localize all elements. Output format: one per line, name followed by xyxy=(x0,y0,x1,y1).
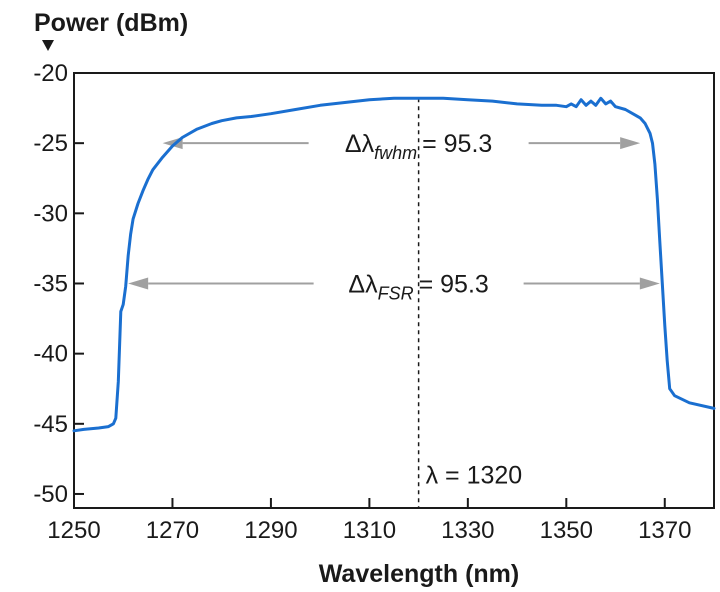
fsr-label: ΔλFSR = 95.3 xyxy=(348,270,488,303)
y-tick-label: -30 xyxy=(33,200,68,227)
x-tick-label: 1270 xyxy=(146,517,199,544)
fsr-prefix: Δλ xyxy=(348,270,378,298)
fwhm-subscript: fwhm xyxy=(374,143,417,163)
fwhm-prefix: Δλ xyxy=(345,130,375,158)
spectrum-line xyxy=(72,96,716,433)
x-tick-label: 1250 xyxy=(47,517,100,544)
y-tick-label: -40 xyxy=(33,341,68,368)
arrowhead-left-icon xyxy=(128,277,149,290)
fsr-annotation: ΔλFSR = 95.3 xyxy=(128,270,660,303)
x-tick-label: 1310 xyxy=(343,517,396,544)
y-axis: -20 -25 -30 -35 -40 -45 -50 xyxy=(33,60,84,508)
y-tick-label: -50 xyxy=(33,481,68,508)
y-tick-label: -45 xyxy=(33,411,68,438)
y-tick-label: -25 xyxy=(33,130,68,157)
x-tick-label: 1330 xyxy=(441,517,494,544)
plot-frame xyxy=(73,72,715,509)
x-tick-label: 1290 xyxy=(244,517,297,544)
center-wavelength-label: λ = 1320 xyxy=(426,461,523,489)
fsr-subscript: FSR xyxy=(378,283,414,303)
x-axis: 1250 1270 1290 1310 1330 1350 1370 xyxy=(47,498,691,544)
fsr-value: = 95.3 xyxy=(419,270,489,298)
y-tick-label: -20 xyxy=(33,60,68,87)
y-axis-marker-icon xyxy=(42,40,54,51)
y-tick-label: -35 xyxy=(33,270,68,297)
fwhm-value: = 95.3 xyxy=(422,130,492,158)
arrowhead-right-icon xyxy=(620,137,641,150)
x-axis-title: Wavelength (nm) xyxy=(319,560,519,588)
x-tick-label: 1370 xyxy=(638,517,691,544)
y-axis-title: Power (dBm) xyxy=(34,9,188,37)
fwhm-annotation: Δλfwhm = 95.3 xyxy=(162,130,641,163)
fwhm-label: Δλfwhm = 95.3 xyxy=(345,130,492,163)
x-tick-label: 1350 xyxy=(540,517,593,544)
arrowhead-right-icon xyxy=(639,277,660,290)
